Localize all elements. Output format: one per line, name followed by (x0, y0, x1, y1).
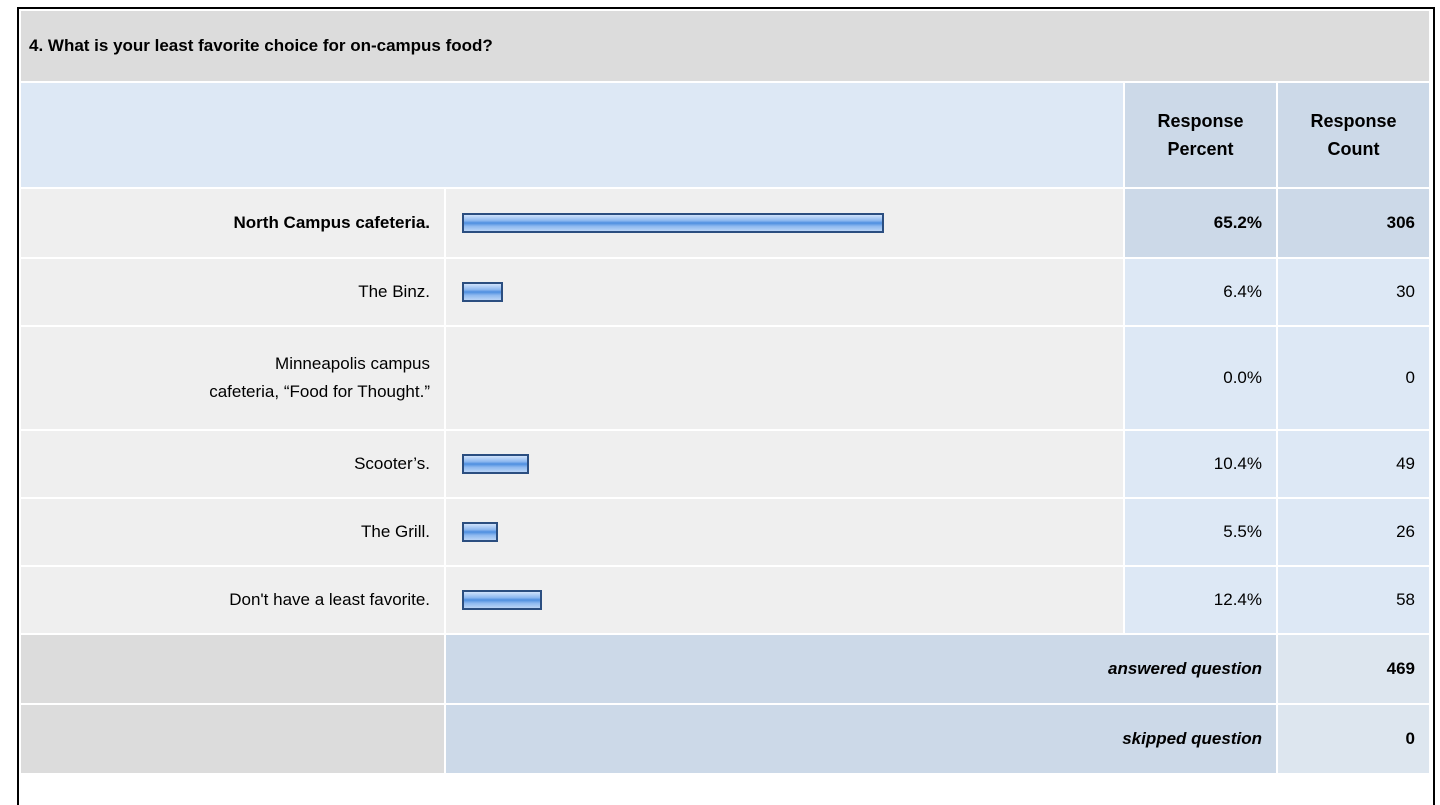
response-percent: 12.4% (1123, 565, 1278, 635)
answer-label: North Campus cafeteria. (19, 187, 446, 259)
response-count: 49 (1276, 429, 1431, 499)
response-bar (462, 590, 543, 610)
response-bar (462, 282, 504, 302)
answer-label: The Grill. (19, 497, 446, 567)
bar-cell (444, 257, 1125, 327)
skipped-label: skipped question (444, 703, 1278, 775)
bar-cell (444, 565, 1125, 635)
header-percent: Response Percent (1123, 81, 1278, 189)
response-count: 306 (1276, 187, 1431, 259)
response-percent: 0.0% (1123, 325, 1278, 431)
answer-label: Minneapolis campus cafeteria, “Food for … (19, 325, 446, 431)
response-count: 0 (1276, 325, 1431, 431)
answered-label: answered question (444, 633, 1278, 705)
response-count: 30 (1276, 257, 1431, 327)
header-count: Response Count (1276, 81, 1431, 189)
response-bar (462, 522, 498, 542)
response-bar (462, 213, 884, 233)
skipped-count: 0 (1276, 703, 1431, 775)
footer-blank (19, 633, 446, 705)
answer-row: The Binz. 6.4% 30 (19, 257, 1431, 327)
answered-count: 469 (1276, 633, 1431, 705)
answer-label: Don't have a least favorite. (19, 565, 446, 635)
response-percent: 65.2% (1123, 187, 1278, 259)
answered-row: answered question 469 (19, 633, 1431, 705)
results-table: 4. What is your least favorite choice fo… (19, 9, 1431, 775)
bar-cell (444, 325, 1125, 431)
answer-row: The Grill. 5.5% 26 (19, 497, 1431, 567)
response-count: 26 (1276, 497, 1431, 567)
response-count: 58 (1276, 565, 1431, 635)
bar-cell (444, 187, 1125, 259)
answer-row: Scooter’s. 10.4% 49 (19, 429, 1431, 499)
response-percent: 6.4% (1123, 257, 1278, 327)
skipped-row: skipped question 0 (19, 703, 1431, 775)
answer-label: Scooter’s. (19, 429, 446, 499)
answer-row: Don't have a least favorite. 12.4% 58 (19, 565, 1431, 635)
header-blank (19, 81, 1125, 189)
answer-label: The Binz. (19, 257, 446, 327)
bar-cell (444, 429, 1125, 499)
footer-blank (19, 703, 446, 775)
question-title: 4. What is your least favorite choice fo… (19, 9, 1431, 83)
answer-row: North Campus cafeteria. 65.2% 306 (19, 187, 1431, 259)
response-bar (462, 454, 530, 474)
response-percent: 5.5% (1123, 497, 1278, 567)
response-percent: 10.4% (1123, 429, 1278, 499)
answer-row: Minneapolis campus cafeteria, “Food for … (19, 325, 1431, 431)
survey-table: 4. What is your least favorite choice fo… (17, 7, 1435, 805)
bar-cell (444, 497, 1125, 567)
